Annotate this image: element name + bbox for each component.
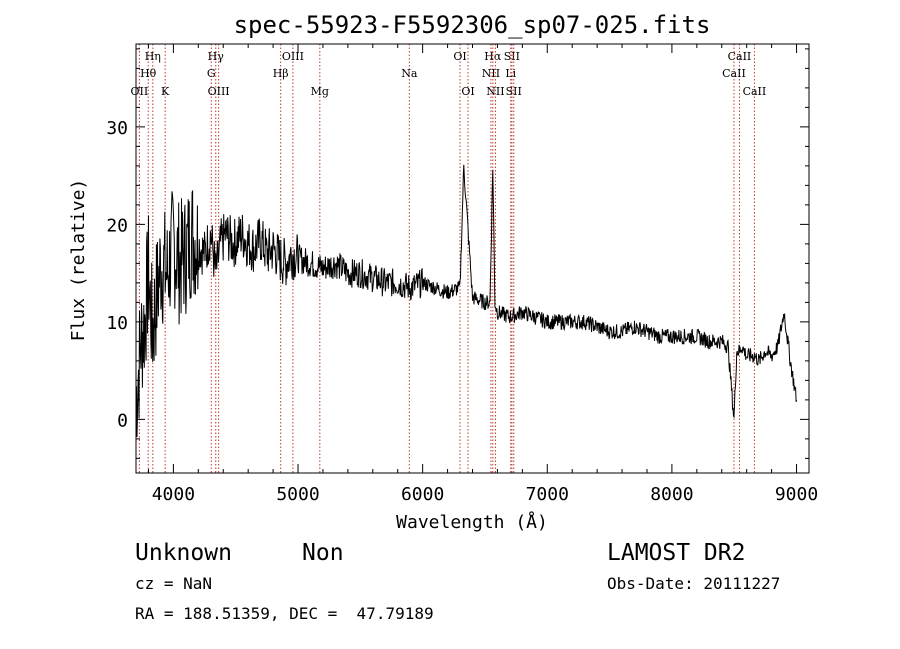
survey-name: LAMOST DR2	[607, 540, 745, 566]
line-label-7: OIII	[282, 50, 304, 63]
line-label-8: Hβ	[273, 67, 289, 80]
line-label-15: NII	[482, 67, 500, 80]
y-tick-label-0: 0	[117, 410, 128, 431]
line-label-0: OII	[131, 85, 149, 98]
object-subclass: Non	[302, 540, 344, 566]
plot-frame	[135, 43, 810, 474]
x-axis-label: Wavelength (Å)	[396, 511, 548, 533]
line-label-2: Hη	[145, 50, 161, 63]
line-label-10: Na	[401, 67, 418, 80]
y-tick-label-2: 20	[106, 215, 128, 236]
line-label-9: Mg	[311, 85, 329, 98]
observation-date: Obs-Date: 20111227	[607, 574, 780, 593]
chart-title: spec-55923-F5592306_sp07-025.fits	[234, 11, 711, 39]
line-label-1: Hθ	[140, 67, 157, 80]
line-label-18: SII	[506, 85, 522, 98]
x-tick-label-4: 8000	[650, 484, 693, 505]
y-axis-label: Flux (relative)	[68, 179, 89, 342]
line-label-12: OI	[461, 85, 474, 98]
line-label-14: SII	[504, 50, 520, 63]
line-label-3: K	[161, 85, 170, 98]
x-tick-label-3: 7000	[526, 484, 569, 505]
line-label-6: OIII	[208, 85, 230, 98]
object-class: Unknown	[135, 540, 232, 566]
y-tick-label-1: 10	[106, 313, 128, 334]
x-tick-label-5: 9000	[775, 484, 818, 505]
redshift-value: cz = NaN	[135, 574, 212, 593]
coordinates: RA = 188.51359, DEC = 47.79189	[135, 604, 434, 623]
y-tick-label-3: 30	[106, 118, 128, 139]
line-label-13: Hα	[484, 50, 502, 63]
x-tick-label-1: 5000	[276, 484, 319, 505]
line-label-4: Hγ	[208, 50, 225, 63]
x-tick-label-0: 4000	[152, 484, 195, 505]
x-axis: 4000 5000 6000 7000 8000 9000	[147, 44, 818, 505]
line-label-20: CaII	[722, 67, 746, 80]
spectrum-series-0	[135, 164, 797, 437]
line-label-11: OI	[453, 50, 466, 63]
line-label-21: CaII	[743, 85, 767, 98]
line-label-17: NII	[486, 85, 504, 98]
x-tick-label-2: 6000	[401, 484, 444, 505]
line-label-16: Li	[505, 67, 516, 80]
y-axis: 0 10 20 30	[106, 48, 809, 459]
line-label-19: CaII	[728, 50, 752, 63]
line-label-5: G	[207, 67, 216, 80]
